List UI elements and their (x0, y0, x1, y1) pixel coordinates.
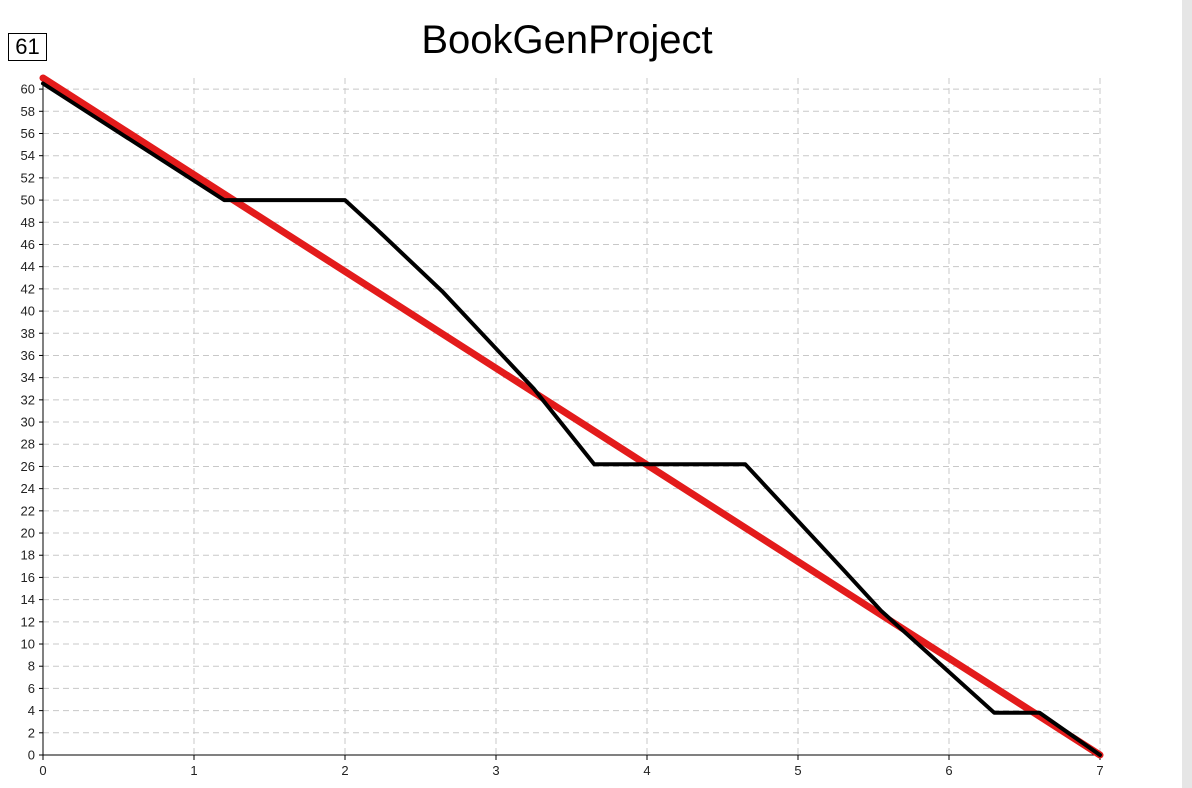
y-tick-label: 0 (28, 748, 35, 763)
x-tick-label: 3 (492, 763, 499, 778)
y-tick-label: 60 (21, 82, 35, 97)
y-tick-label: 40 (21, 304, 35, 319)
y-tick-label: 30 (21, 415, 35, 430)
series (39, 74, 1104, 759)
y-tick-label: 56 (21, 126, 35, 141)
x-tick-label: 1 (190, 763, 197, 778)
axes: 0246810121416182022242628303234363840424… (21, 78, 1104, 778)
vertical-scrollbar[interactable] (1182, 0, 1192, 788)
y-tick-label: 48 (21, 215, 35, 230)
x-tick-label: 4 (643, 763, 650, 778)
y-tick-label: 44 (21, 259, 35, 274)
y-tick-label: 12 (21, 614, 35, 629)
y-tick-label: 42 (21, 281, 35, 296)
total-count-badge: 61 (8, 33, 47, 61)
x-tick-label: 6 (945, 763, 952, 778)
x-tick-label: 7 (1096, 763, 1103, 778)
y-tick-label: 36 (21, 348, 35, 363)
actual-burndown-line (41, 81, 1102, 757)
x-tick-label: 2 (341, 763, 348, 778)
y-tick-label: 4 (28, 703, 35, 718)
y-tick-label: 22 (21, 503, 35, 518)
y-tick-label: 24 (21, 481, 35, 496)
y-tick-label: 58 (21, 104, 35, 119)
y-tick-label: 50 (21, 193, 35, 208)
y-tick-label: 54 (21, 148, 35, 163)
y-tick-label: 18 (21, 548, 35, 563)
y-tick-label: 46 (21, 237, 35, 252)
y-tick-label: 16 (21, 570, 35, 585)
chart-title: BookGenProject (421, 18, 713, 62)
y-tick-label: 52 (21, 170, 35, 185)
y-tick-label: 10 (21, 637, 35, 652)
y-tick-label: 14 (21, 592, 35, 607)
x-tick-label: 5 (794, 763, 801, 778)
y-tick-label: 2 (28, 725, 35, 740)
y-tick-label: 38 (21, 326, 35, 341)
y-tick-label: 8 (28, 659, 35, 674)
y-tick-label: 34 (21, 370, 35, 385)
y-tick-label: 28 (21, 437, 35, 452)
ideal-burndown-line (39, 74, 1104, 759)
y-tick-label: 26 (21, 459, 35, 474)
grid (43, 78, 1101, 755)
x-tick-label: 0 (39, 763, 46, 778)
y-tick-label: 20 (21, 526, 35, 541)
y-tick-label: 6 (28, 681, 35, 696)
y-tick-label: 32 (21, 392, 35, 407)
